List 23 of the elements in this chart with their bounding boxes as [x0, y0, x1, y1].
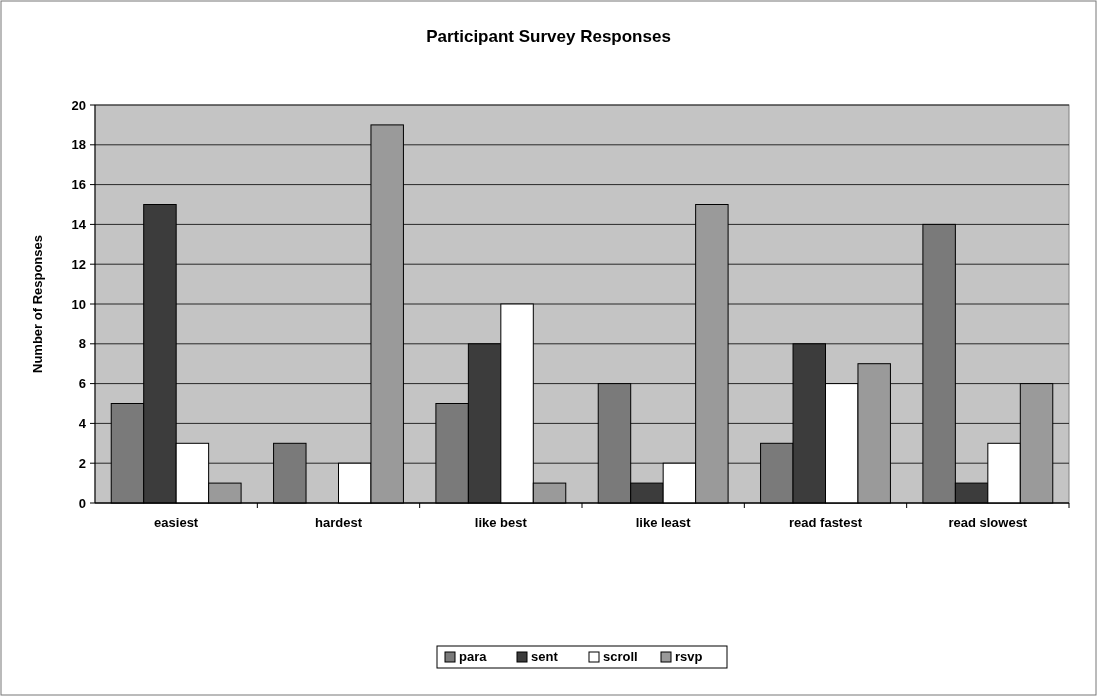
y-tick-label: 18 [71, 137, 86, 153]
x-tick-label: easiest [154, 515, 199, 530]
y-tick-label: 4 [78, 415, 87, 431]
x-tick-label: like least [635, 515, 692, 530]
y-tick-label: 0 [78, 495, 86, 511]
y-tick-label: 16 [71, 177, 86, 193]
chart-title: Participant Survey Responses [426, 27, 671, 46]
y-tick-label: 12 [71, 256, 86, 272]
legend-label: scroll [603, 649, 638, 664]
x-tick-label: read slowest [948, 515, 1028, 530]
x-tick-label: read fastest [789, 515, 863, 530]
y-tick-label: 2 [78, 455, 86, 471]
x-tick-label: hardest [315, 515, 363, 530]
y-tick-label: 10 [71, 296, 86, 312]
y-tick-label: 20 [71, 97, 86, 113]
y-tick-label: 14 [71, 216, 87, 232]
legend-label: rsvp [675, 649, 703, 664]
legend-label: para [459, 649, 488, 664]
y-tick-label: 6 [78, 376, 86, 392]
y-tick-label: 8 [78, 336, 86, 352]
x-tick-label: like best [474, 515, 528, 530]
y-axis-title: Number of Responses [30, 235, 45, 373]
legend-label: sent [531, 649, 559, 664]
